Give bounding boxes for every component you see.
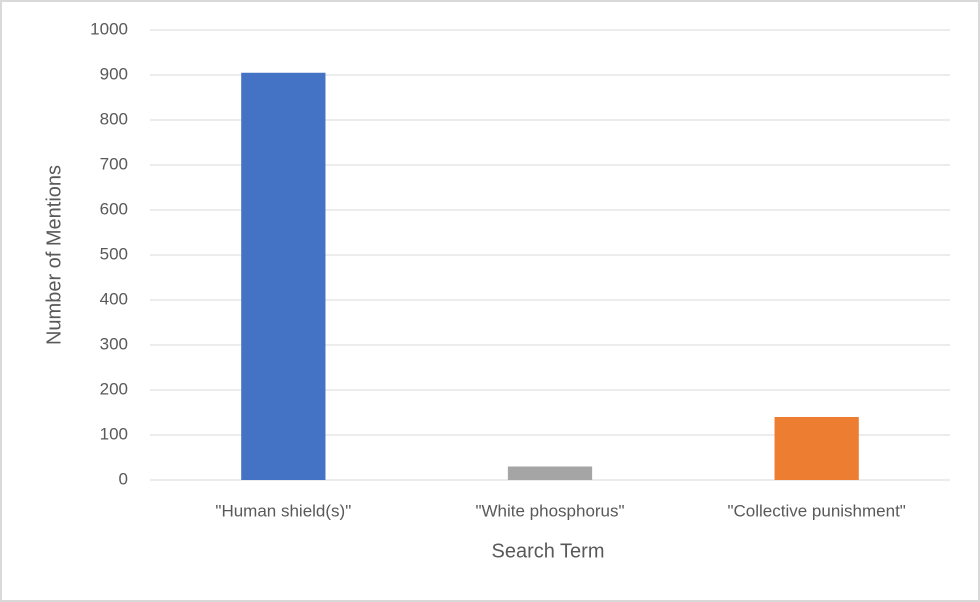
y-tick-label: 200: [100, 379, 128, 398]
y-tick-label: 700: [100, 154, 128, 173]
x-tick-label: "White phosphorus": [475, 501, 624, 520]
bar: [774, 417, 859, 480]
y-tick-label: 400: [100, 289, 128, 308]
x-axis-title: Search Term: [491, 540, 604, 562]
y-tick-label: 0: [119, 469, 128, 488]
y-tick-label: 500: [100, 244, 128, 263]
x-tick-label: "Collective punishment": [727, 501, 905, 520]
x-tick-label: "Human shield(s)": [215, 501, 351, 520]
y-tick-label: 300: [100, 334, 128, 353]
y-tick-label: 800: [100, 109, 128, 128]
y-tick-label: 100: [100, 424, 128, 443]
y-axis-title: Number of Mentions: [43, 165, 65, 345]
y-tick-label: 1000: [90, 19, 128, 38]
bar: [507, 466, 593, 480]
y-tick-label: 600: [100, 199, 128, 218]
y-tick-label: 900: [100, 64, 128, 83]
bar: [241, 72, 326, 480]
